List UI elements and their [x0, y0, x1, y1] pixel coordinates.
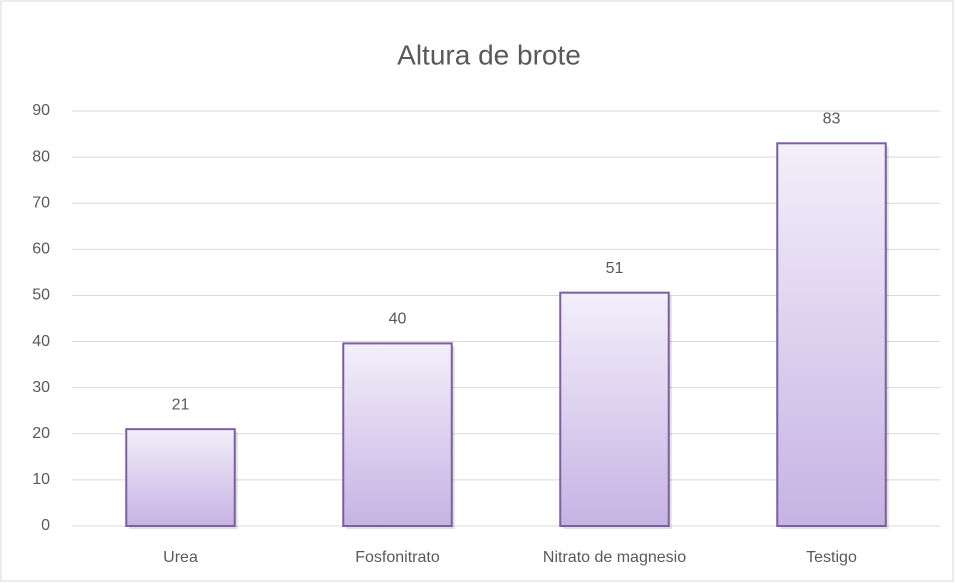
- y-tick-label: 80: [32, 148, 50, 165]
- bar: [125, 428, 236, 527]
- y-tick-label: 90: [32, 102, 50, 119]
- x-tick-label: Nitrato de magnesio: [543, 549, 686, 566]
- data-label: 40: [389, 311, 407, 328]
- data-label: 21: [172, 396, 190, 413]
- y-tick-label: 50: [32, 287, 50, 304]
- chart-title: Altura de brote: [397, 39, 581, 70]
- bar: [776, 142, 887, 527]
- x-tick-label: Urea: [163, 549, 198, 566]
- bar: [342, 342, 453, 527]
- bar: [559, 291, 670, 527]
- data-label: 51: [606, 260, 624, 277]
- y-tick-label: 0: [41, 517, 50, 534]
- y-tick-label: 30: [32, 379, 50, 396]
- x-tick-label: Testigo: [806, 549, 857, 566]
- x-tick-label: Fosfonitrato: [355, 549, 440, 566]
- y-tick-label: 70: [32, 194, 50, 211]
- data-label: 83: [823, 110, 841, 127]
- y-tick-label: 20: [32, 425, 50, 442]
- y-tick-label: 60: [32, 241, 50, 258]
- y-tick-label: 10: [32, 471, 50, 488]
- y-tick-label: 40: [32, 333, 50, 350]
